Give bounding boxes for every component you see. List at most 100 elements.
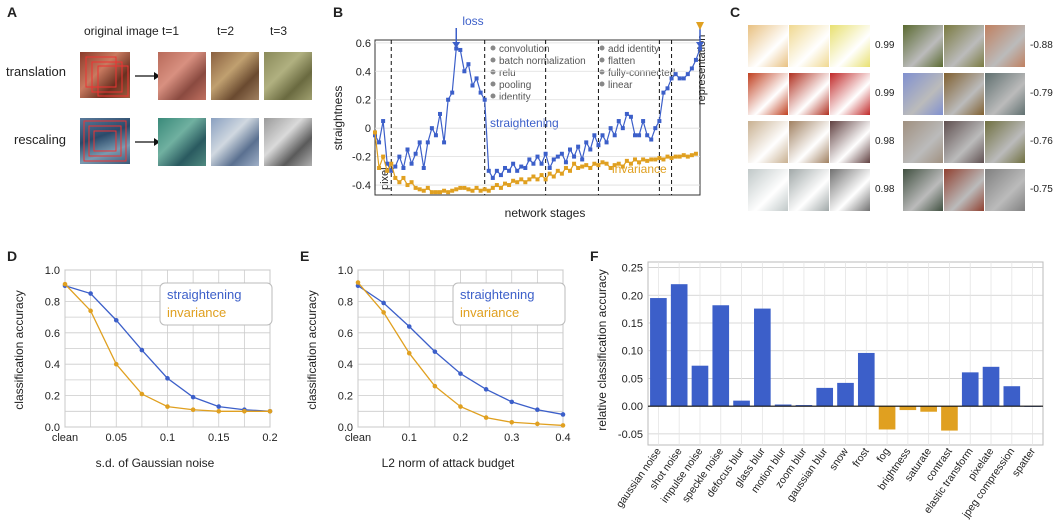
chart-b-point-straightening <box>425 140 430 145</box>
chart-b-point-straightening <box>572 154 577 159</box>
chart-b-point-invariance <box>637 160 642 165</box>
chart-b-ytick: -0.4 <box>352 180 371 192</box>
chart-b: straightness network stages loss straigh… <box>331 14 708 220</box>
chart-b-point-straightening <box>401 165 406 170</box>
chart-b-ytick: -0.2 <box>352 152 371 164</box>
panel-c-left-value: 0.99 <box>875 88 895 99</box>
chart-b-point-straightening <box>657 119 662 124</box>
chart-b-point-straightening <box>474 76 479 81</box>
point-invariance <box>190 407 196 413</box>
chart-b-point-invariance <box>624 158 629 163</box>
chart-d-xlabel: s.d. of Gaussian noise <box>96 456 215 470</box>
chart-b-point-straightening <box>498 173 503 178</box>
ytick: -0.05 <box>618 429 643 441</box>
chart-b-point-invariance <box>446 190 451 195</box>
point-straightening <box>88 291 93 296</box>
chart-b-point-straightening <box>616 119 621 124</box>
ytick: 0.10 <box>622 346 643 358</box>
ytick: 0.8 <box>45 296 60 308</box>
bar-brightness <box>899 406 917 411</box>
ytick: 0.4 <box>45 359 60 371</box>
chart-b-point-invariance <box>454 187 459 192</box>
chart-b-point-straightening <box>698 46 702 51</box>
chart-b-point-invariance <box>543 177 548 182</box>
chart-b-point-invariance <box>612 163 617 168</box>
panel-c-left-image <box>748 25 788 67</box>
point-invariance <box>165 404 170 409</box>
chart-b-point-straightening <box>539 161 544 166</box>
panel-c-left-image <box>789 169 829 211</box>
ytick: 0.2 <box>45 391 60 403</box>
chart-b-point-invariance <box>673 154 678 159</box>
representation-label: representation <box>696 35 708 105</box>
chart-b-point-invariance <box>628 161 633 166</box>
xtick: 0.05 <box>106 432 127 444</box>
point-straightening <box>139 347 145 353</box>
panel-c-label: C <box>730 4 741 20</box>
chart-b-point-straightening <box>677 76 682 81</box>
panel-e-label: E <box>300 248 310 264</box>
bar-speckle-noise <box>712 305 730 407</box>
legend-invariance: invariance <box>460 305 519 320</box>
col-t3-label: t=3 <box>270 24 288 38</box>
ytick: 0.0 <box>45 422 60 434</box>
xtick: 0.4 <box>555 432 570 444</box>
chart-b-point-invariance <box>677 154 682 159</box>
panel-c-left-image <box>830 169 870 211</box>
chart-b-point-invariance <box>563 165 568 170</box>
point-straightening <box>216 404 222 409</box>
point-straightening <box>535 407 540 413</box>
chart-b-point-invariance <box>665 154 670 159</box>
panel-c-left-image <box>830 121 870 163</box>
chart-b-point-invariance <box>596 163 601 168</box>
point-straightening <box>509 399 515 405</box>
legend-marker-r0 <box>599 45 605 51</box>
chart-b-point-invariance <box>381 154 386 159</box>
chart-b-point-straightening <box>580 157 585 162</box>
translation-t2-image <box>211 52 259 100</box>
legend-marker-1 <box>490 57 496 63</box>
legend-marker-0 <box>490 45 496 51</box>
bar-defocus-blur <box>733 400 750 407</box>
chart-b-point-invariance <box>685 154 690 159</box>
panel-c-right-value: -0.75 <box>1030 184 1053 195</box>
chart-b-ytick: 0.4 <box>356 66 371 78</box>
pixel-label: pixel <box>379 167 391 190</box>
bar-pixelate <box>982 366 1000 407</box>
point-invariance <box>406 350 412 356</box>
original-image-translation <box>80 52 130 98</box>
panel-c-left-image <box>789 25 829 67</box>
chart-b-point-invariance <box>669 156 674 161</box>
panel-c-right-image <box>903 169 943 211</box>
chart-b-point-straightening <box>417 140 422 145</box>
chart-b-frame <box>374 39 701 196</box>
chart-b-point-straightening <box>478 90 483 95</box>
chart-b-point-invariance <box>539 173 544 178</box>
chart-b-point-invariance <box>531 174 536 179</box>
bar-saturate <box>920 406 937 412</box>
point-invariance <box>62 281 68 287</box>
chart-b-point-straightening <box>450 90 455 95</box>
invariance-series-label: invariance <box>612 162 667 176</box>
legend-marker-2 <box>490 69 496 75</box>
chart-b-point-straightening <box>535 154 540 159</box>
ytick: 0.4 <box>338 359 353 371</box>
chart-b-point-invariance <box>559 171 564 176</box>
legend-marker-r2 <box>599 69 605 75</box>
chart-b-point-invariance <box>588 165 593 170</box>
chart-b-point-straightening <box>442 140 447 145</box>
chart-b-point-invariance <box>393 175 398 180</box>
chart-b-point-straightening <box>547 165 552 170</box>
ytick: 1.0 <box>45 265 60 277</box>
chart-b-point-straightening <box>531 161 536 166</box>
point-straightening <box>381 300 386 306</box>
rescaling-t3-image <box>264 118 312 166</box>
chart-b-point-invariance <box>438 190 442 195</box>
chart-b-point-straightening <box>515 168 520 173</box>
point-invariance <box>88 308 93 314</box>
point-straightening <box>406 324 412 329</box>
panel-c-left-value: 0.99 <box>875 40 895 51</box>
bar-fog <box>878 406 896 430</box>
chart-b-point-straightening <box>503 165 507 170</box>
chart-b-point-straightening <box>490 175 495 180</box>
